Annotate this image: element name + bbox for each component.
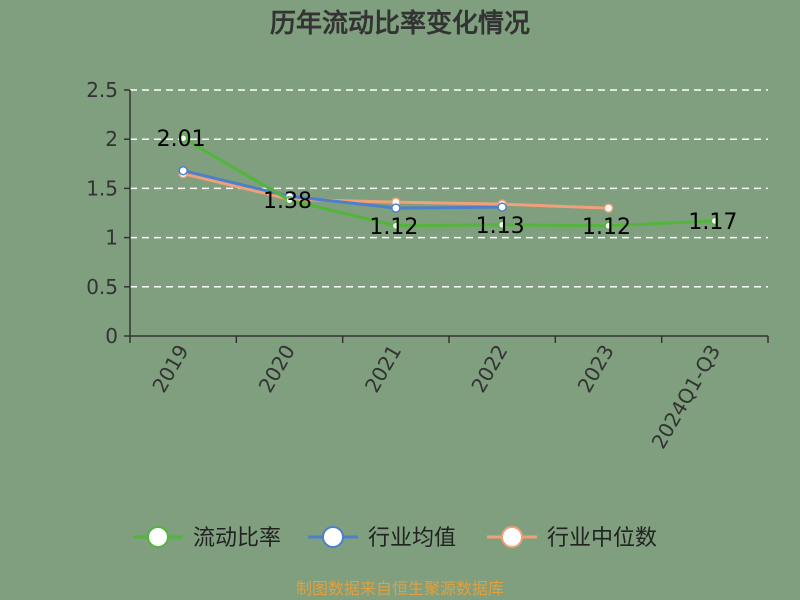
legend-label: 行业中位数 [547,526,657,551]
data-point [497,202,507,212]
y-tick-label: 2 [105,127,118,151]
data-label: 1.13 [476,214,525,239]
legend-item: 行业中位数 [487,526,657,551]
legend: 流动比率 行业均值 行业中位数 [133,526,657,551]
legend-label: 流动比率 [193,526,281,551]
x-tick-label: 2023 [573,341,619,397]
series-layer [178,133,720,231]
legend-item: 流动比率 [133,526,281,551]
data-label: 1.38 [263,189,312,214]
x-tick-label: 2019 [147,341,193,397]
data-point [710,216,720,226]
axes [129,90,768,337]
legend-label: 行业均值 [368,526,456,551]
data-point [285,195,294,205]
y-axis-ticks: 0 0.5 1 1.5 2 2.5 [86,78,130,348]
data-point [391,203,401,213]
legend-marker [322,526,344,548]
data-point [604,221,613,231]
data-point [178,165,188,176]
y-tick-label: 2.5 [86,78,118,102]
data-label: 1.12 [369,215,418,240]
series-line [181,169,504,210]
y-tick-label: 0.5 [86,275,118,299]
data-label: 2.01 [157,127,206,152]
data-label: 1.17 [688,210,737,235]
x-tick-label: 2020 [254,341,300,397]
x-axis-ticks: 2019 2020 2021 2022 2023 2024Q1-Q3 [129,336,769,453]
data-label: 1.12 [582,215,631,240]
x-tick-label: 2021 [360,341,406,397]
data-point [178,133,188,143]
data-labels: 2.01 1.38 1.12 1.13 1.12 1.17 [157,127,738,240]
legend-marker [501,526,523,548]
y-tick-label: 1.5 [86,176,118,200]
source-note: 制图数据来自恒生聚源数据库 [296,579,504,598]
chart-title: 历年流动比率变化情况 [270,8,530,39]
data-point [497,220,507,230]
legend-marker [147,526,169,548]
series-line [181,136,717,228]
y-tick-label: 1 [105,226,118,250]
data-point [391,221,401,231]
y-tick-label: 0 [105,324,118,348]
legend-item: 行业均值 [308,526,456,551]
data-point [603,203,614,213]
x-tick-label: 2022 [466,340,512,396]
grid-lines [130,89,768,288]
x-tick-label: 2024Q1-Q3 [646,341,725,453]
